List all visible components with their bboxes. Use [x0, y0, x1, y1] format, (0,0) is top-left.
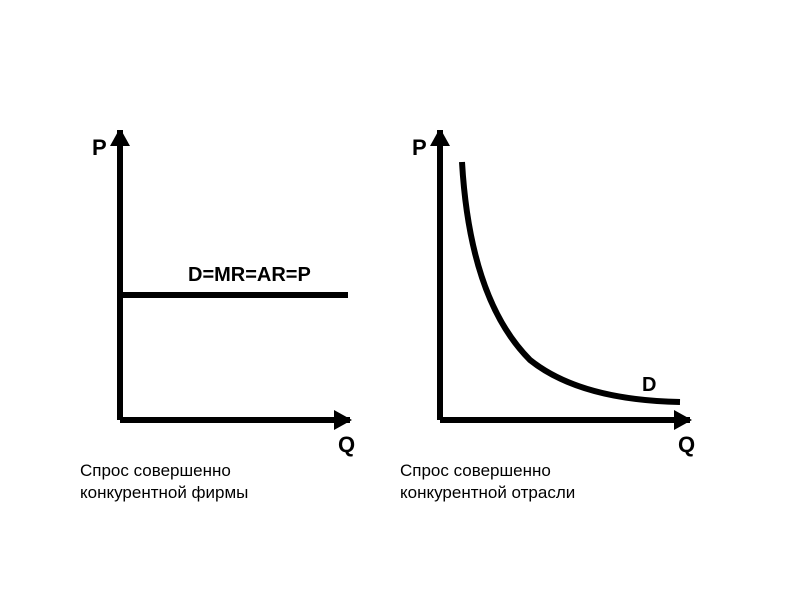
- left-chart: P Q D=MR=AR=P Спрос совершенно конкурент…: [80, 130, 360, 500]
- right-x-axis-arrow-icon: [674, 410, 692, 430]
- right-chart: P Q D Спрос совершенно конкурентной отра…: [400, 130, 700, 500]
- right-y-axis-label: P: [412, 135, 427, 161]
- left-y-axis-label: P: [92, 135, 107, 161]
- right-demand-label: D: [642, 374, 656, 397]
- right-x-axis-label: Q: [678, 432, 695, 458]
- right-chart-svg: [400, 130, 700, 460]
- right-y-axis-arrow-icon: [430, 130, 450, 146]
- right-caption-line1: Спрос совершенно: [400, 461, 551, 480]
- left-demand-label: D=MR=AR=P: [188, 264, 311, 287]
- left-chart-svg: [80, 130, 360, 460]
- left-y-axis-arrow-icon: [110, 130, 130, 146]
- left-caption-line2: конкурентной фирмы: [80, 483, 248, 502]
- left-caption-line1: Спрос совершенно: [80, 461, 231, 480]
- right-caption-line2: конкурентной отрасли: [400, 483, 575, 502]
- right-caption: Спрос совершенно конкурентной отрасли: [400, 460, 575, 504]
- left-caption: Спрос совершенно конкурентной фирмы: [80, 460, 248, 504]
- left-x-axis-label: Q: [338, 432, 355, 458]
- left-x-axis-arrow-icon: [334, 410, 352, 430]
- right-demand-curve: [462, 162, 680, 402]
